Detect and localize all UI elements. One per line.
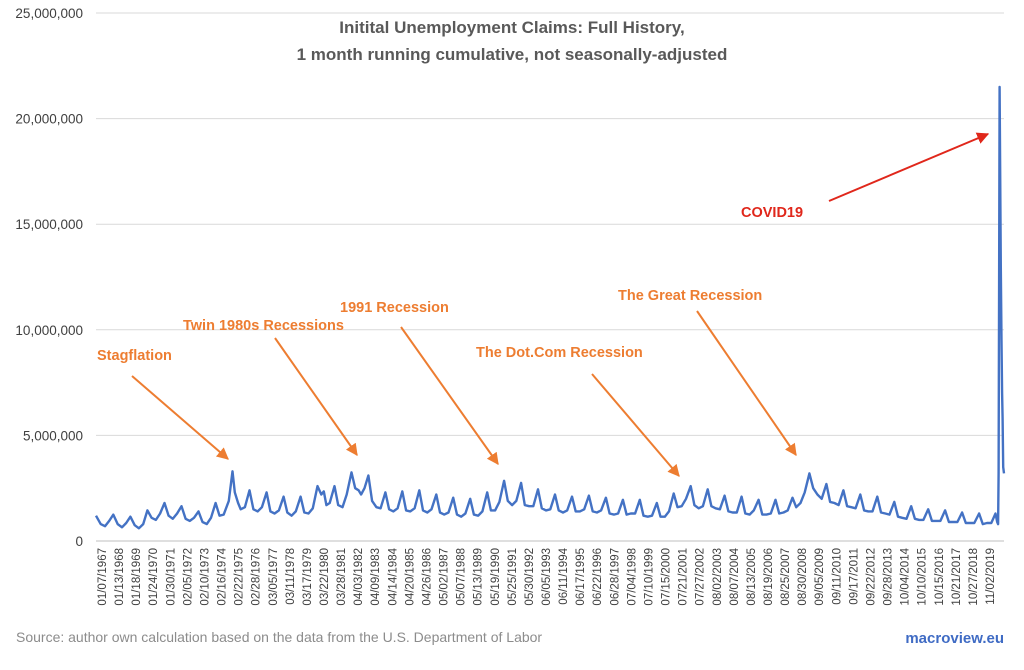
annotation-dotcom-recession: The Dot.Com Recession <box>476 345 643 361</box>
x-tick-label: 09/05/2009 <box>814 548 826 606</box>
x-tick-label: 10/10/2015 <box>917 548 929 606</box>
annotation-twin-1980s-recessions: Twin 1980s Recessions <box>183 318 344 334</box>
annotation-covid19: COVID19 <box>741 205 803 221</box>
x-tick-label: 06/22/1996 <box>592 548 604 606</box>
x-tick-label: 09/11/2010 <box>831 548 843 605</box>
x-tick-label: 08/30/2008 <box>797 548 809 606</box>
x-tick-label: 06/05/1993 <box>541 548 553 606</box>
x-tick-label: 04/14/1984 <box>387 547 399 605</box>
x-tick-label: 05/07/1988 <box>456 548 468 606</box>
y-axis-ticks: 0 5,000,000 10,000,000 15,000,000 20,000,000… <box>15 6 83 549</box>
y-tick-label: 5,000,000 <box>23 428 83 443</box>
x-tick-label: 11/02/2019 <box>985 548 997 605</box>
x-tick-label: 03/22/1980 <box>319 548 331 606</box>
x-tick-label: 04/03/1982 <box>353 548 365 606</box>
x-tick-label: 10/15/2016 <box>934 548 946 606</box>
x-tick-label: 01/30/1971 <box>165 548 177 606</box>
x-tick-label: 05/02/1987 <box>439 548 451 606</box>
x-tick-label: 03/11/1978 <box>285 548 297 605</box>
x-tick-label: 06/17/1995 <box>575 548 587 606</box>
y-tick-label: 20,000,000 <box>15 112 83 127</box>
x-tick-label: 05/19/1990 <box>490 548 502 606</box>
x-tick-label: 02/10/1973 <box>199 548 211 606</box>
x-tick-label: 09/17/2011 <box>848 548 860 605</box>
x-tick-label: 04/09/1983 <box>370 548 382 606</box>
x-tick-label: 09/28/2013 <box>883 548 895 606</box>
x-tick-label: 01/07/1967 <box>97 548 109 606</box>
annotation-arrow-dotcom <box>591 373 680 477</box>
x-tick-label: 09/22/2012 <box>865 548 877 606</box>
x-tick-label: 03/17/1979 <box>302 548 314 606</box>
x-tick-label: 07/04/1998 <box>626 548 638 606</box>
x-tick-label: 07/27/2002 <box>695 548 707 606</box>
annotation-stagflation: Stagflation <box>97 348 172 364</box>
x-tick-label: 10/27/2018 <box>968 548 980 606</box>
x-tick-label: 08/13/2005 <box>746 548 758 606</box>
x-tick-label: 03/28/1981 <box>336 548 348 606</box>
x-tick-label: 01/24/1970 <box>148 548 160 606</box>
source-note: Source: author own calculation based on … <box>16 629 542 645</box>
brand-label: macroview.eu <box>905 630 1004 647</box>
x-tick-label: 08/25/2007 <box>780 548 792 606</box>
x-tick-label: 03/05/1977 <box>268 548 280 606</box>
x-tick-label: 10/04/2014 <box>900 547 912 605</box>
y-tick-label: 0 <box>75 534 83 549</box>
annotation-arrow-1991 <box>400 326 499 465</box>
x-tick-label: 02/22/1975 <box>234 548 246 606</box>
x-tick-label: 08/02/2003 <box>712 548 724 606</box>
x-tick-label: 01/18/1969 <box>131 548 143 606</box>
x-tick-label: 05/13/1989 <box>473 548 485 606</box>
x-tick-label: 05/25/1991 <box>507 548 519 606</box>
annotation-arrow-stagflation <box>131 375 229 460</box>
chart-title-line-1: Initital Unemployment Claims: Full Histo… <box>339 18 684 37</box>
x-axis-ticks: 01/07/1967 01/13/1968 01/18/1969 01/24/1970… <box>97 547 997 605</box>
annotation-arrow-great-recession <box>696 310 797 456</box>
x-tick-label: 07/10/1999 <box>643 548 655 606</box>
x-tick-label: 05/30/1992 <box>524 548 536 606</box>
x-tick-label: 08/07/2004 <box>729 547 741 605</box>
x-tick-label: 01/13/1968 <box>114 548 126 606</box>
annotation-great-recession: The Great Recession <box>618 288 762 304</box>
x-tick-label: 06/28/1997 <box>609 548 621 606</box>
x-tick-label: 02/28/1976 <box>251 548 263 606</box>
x-tick-label: 07/21/2001 <box>678 548 690 606</box>
annotation-1991-recession: 1991 Recession <box>340 300 449 316</box>
y-tick-label: 25,000,000 <box>15 6 83 21</box>
x-tick-label: 10/21/2017 <box>951 548 963 606</box>
y-tick-label: 15,000,000 <box>15 217 83 232</box>
x-tick-label: 02/16/1974 <box>217 547 229 605</box>
gridlines <box>96 12 1004 436</box>
chart-title-line-2: 1 month running cumulative, not seasonal… <box>297 45 728 64</box>
x-tick-label: 04/26/1986 <box>421 548 433 606</box>
x-tick-label: 06/11/1994 <box>558 547 570 604</box>
x-tick-label: 02/05/1972 <box>182 548 194 606</box>
annotation-arrow-covid19 <box>828 132 990 202</box>
series-line-initial-claims <box>94 85 1006 530</box>
x-tick-label: 08/19/2006 <box>763 548 775 606</box>
x-tick-label: 04/20/1985 <box>404 548 416 606</box>
x-tick-label: 07/15/2000 <box>661 548 673 606</box>
annotation-arrow-twin-1980s <box>274 337 358 456</box>
y-tick-label: 10,000,000 <box>15 323 83 338</box>
